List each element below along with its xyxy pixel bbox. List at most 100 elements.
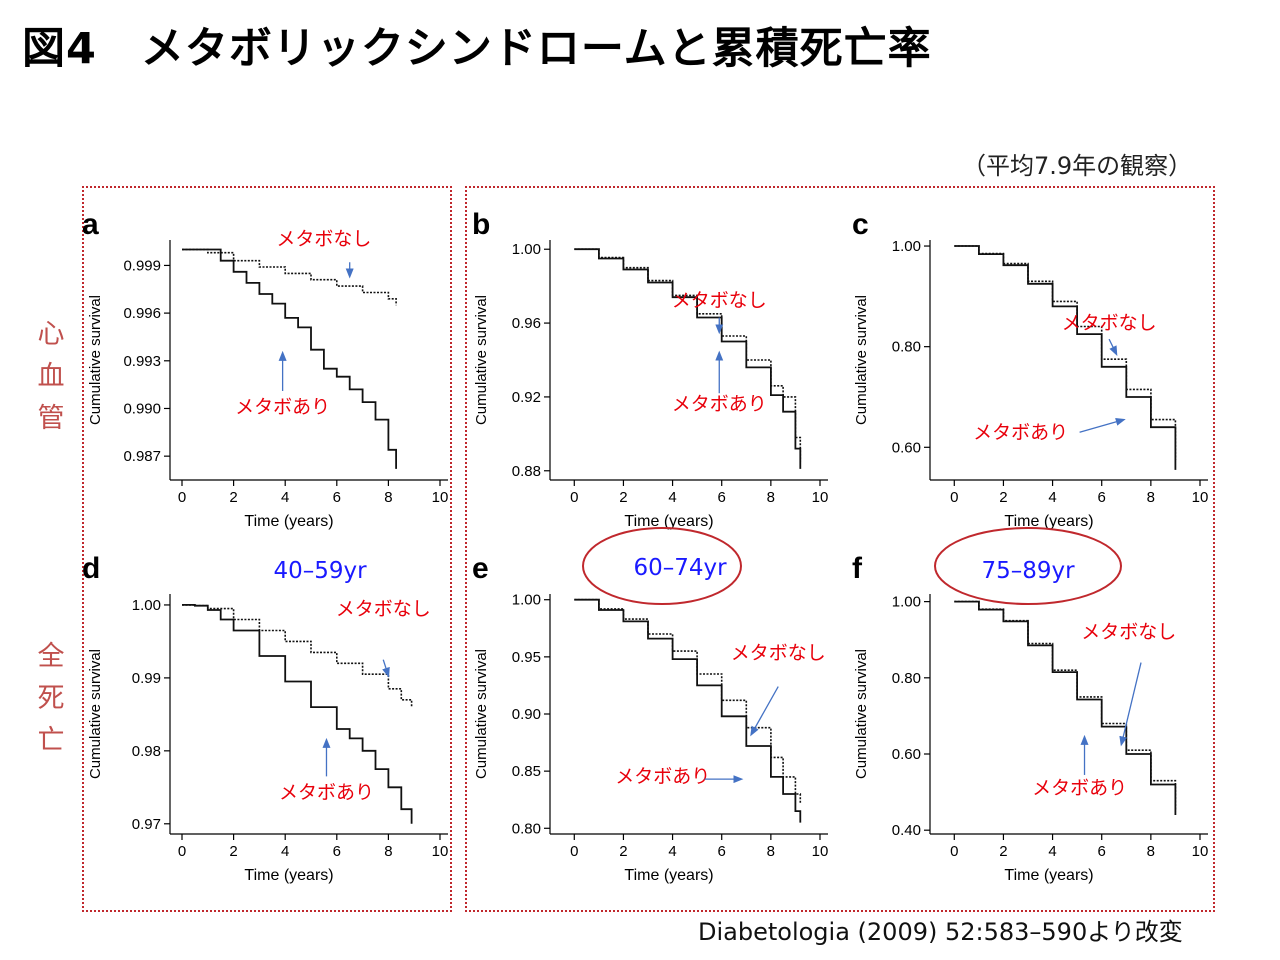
x-tick-label: 10 <box>432 843 449 860</box>
annotation-arrow <box>1119 662 1142 747</box>
x-tick-label: 2 <box>229 843 237 860</box>
x-tick-label: 2 <box>229 489 237 506</box>
x-axis-title: Time (years) <box>244 513 333 530</box>
panel-label-e: e <box>472 552 489 585</box>
age-group-label-40-59: 40–59yr <box>273 558 367 584</box>
panel-label-d: d <box>82 552 100 585</box>
age-group-box-60-89 <box>465 186 1215 912</box>
y-tick-label: 0.92 <box>512 389 541 406</box>
age-group-label-75-89: 75–89yr <box>981 558 1075 584</box>
x-tick-label: 0 <box>950 843 958 860</box>
annotation-arrow <box>1079 417 1126 433</box>
y-tick-label: 1.00 <box>892 594 921 611</box>
panel-label-b: b <box>472 208 490 241</box>
survival-curve-no-metabolic-syndrome <box>574 598 802 804</box>
x-tick-label: 4 <box>1048 843 1056 860</box>
x-axis-title: Time (years) <box>624 513 713 530</box>
y-tick-label: 0.95 <box>512 649 541 666</box>
annotation-label: メタボあり <box>1032 777 1127 799</box>
survival-curve-metabolic-syndrome <box>954 245 1177 470</box>
y-tick-label: 0.96 <box>512 315 541 332</box>
source-citation: Diabetologia (2009) 52:583–590より改変 <box>698 918 1183 946</box>
x-tick-label: 8 <box>1147 843 1155 860</box>
x-tick-label: 0 <box>178 843 186 860</box>
x-tick-label: 10 <box>812 489 829 506</box>
annotation-label: メタボなし <box>1081 621 1176 643</box>
age-group-highlight-ellipse <box>934 527 1122 605</box>
y-tick-label: 0.40 <box>892 822 921 839</box>
panel-label-a: a <box>82 208 99 241</box>
annotation-label: メタボあり <box>615 766 710 788</box>
x-tick-label: 6 <box>333 843 341 860</box>
y-axis-title: Cumulative survival <box>853 649 870 779</box>
x-tick-label: 8 <box>384 843 392 860</box>
panel-label-f: f <box>852 552 863 585</box>
x-tick-label: 2 <box>999 843 1007 860</box>
x-tick-label: 2 <box>619 489 627 506</box>
y-axis-title: Cumulative survival <box>87 295 104 425</box>
x-tick-label: 6 <box>333 489 341 506</box>
annotation-arrow <box>382 659 390 678</box>
annotation-label: メタボあり <box>672 393 767 415</box>
y-axis-title: Cumulative survival <box>473 649 490 779</box>
annotation-label: メタボなし <box>276 228 371 250</box>
y-tick-label: 0.80 <box>892 339 921 356</box>
y-tick-label: 0.996 <box>123 305 161 322</box>
y-tick-label: 1.00 <box>892 238 921 255</box>
y-tick-label: 0.80 <box>892 670 921 687</box>
x-tick-label: 6 <box>718 843 726 860</box>
x-tick-label: 8 <box>1147 489 1155 506</box>
age-group-label-60-74: 60–74yr <box>633 555 727 581</box>
x-tick-label: 8 <box>384 489 392 506</box>
x-tick-label: 8 <box>767 843 775 860</box>
x-tick-label: 4 <box>668 843 676 860</box>
age-group-highlight-ellipse <box>582 527 742 605</box>
x-tick-label: 4 <box>668 489 676 506</box>
annotation-label: メタボなし <box>1062 312 1157 334</box>
annotation-label: メタボあり <box>279 781 374 803</box>
y-tick-label: 0.90 <box>512 706 541 723</box>
annotation-arrow <box>750 686 779 737</box>
x-tick-label: 0 <box>950 489 958 506</box>
y-axis-title: Cumulative survival <box>473 295 490 425</box>
x-axis-title: Time (years) <box>624 867 713 884</box>
panel-label-c: c <box>852 208 869 241</box>
x-tick-label: 2 <box>999 489 1007 506</box>
x-tick-label: 6 <box>1098 489 1106 506</box>
observation-period-note: （平均7.9年の観察） <box>962 152 1193 180</box>
survival-curve-metabolic-syndrome <box>182 248 397 469</box>
survival-curve-metabolic-syndrome <box>574 598 802 823</box>
slide-title: 図4 メタボリックシンドロームと累積死亡率 <box>22 24 932 74</box>
y-tick-label: 0.88 <box>512 463 541 480</box>
x-tick-label: 10 <box>1192 489 1209 506</box>
x-axis-title: Time (years) <box>1004 513 1093 530</box>
y-axis-title: Cumulative survival <box>87 649 104 779</box>
y-tick-label: 0.993 <box>123 353 161 370</box>
y-tick-label: 1.00 <box>512 592 541 609</box>
annotation-label: メタボなし <box>336 598 431 620</box>
survival-curve-no-metabolic-syndrome <box>182 604 413 708</box>
y-tick-label: 0.99 <box>132 670 161 687</box>
x-tick-label: 4 <box>281 843 289 860</box>
y-tick-label: 0.999 <box>123 257 161 274</box>
survival-curve-metabolic-syndrome <box>954 600 1177 815</box>
y-axis-title: Cumulative survival <box>853 295 870 425</box>
x-axis-title: Time (years) <box>1004 867 1093 884</box>
y-tick-label: 1.00 <box>132 597 161 614</box>
annotation-label: メタボなし <box>672 289 767 311</box>
x-axis-title: Time (years) <box>244 867 333 884</box>
y-tick-label: 0.60 <box>892 439 921 456</box>
annotation-arrow <box>1108 338 1118 357</box>
annotation-label: メタボなし <box>731 642 826 664</box>
x-tick-label: 6 <box>1098 843 1106 860</box>
y-tick-label: 0.80 <box>512 820 541 837</box>
row-label-all-cause: 全死亡 <box>37 641 65 756</box>
annotation-label: メタボあり <box>235 396 330 418</box>
y-tick-label: 1.00 <box>512 241 541 258</box>
y-tick-label: 0.60 <box>892 746 921 763</box>
y-tick-label: 0.987 <box>123 448 161 465</box>
survival-curve-no-metabolic-syndrome <box>574 248 802 462</box>
annotation-label: メタボあり <box>973 422 1068 444</box>
x-tick-label: 2 <box>619 843 627 860</box>
x-tick-label: 0 <box>570 843 578 860</box>
